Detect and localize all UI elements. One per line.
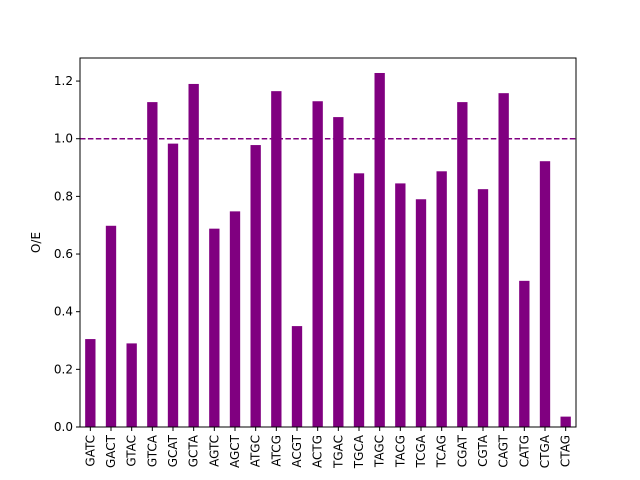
y-axis-label: O/E (29, 232, 43, 253)
bar-tacg (395, 183, 406, 427)
x-tick-label: GTCA (145, 434, 159, 467)
bar-gtca (147, 102, 158, 428)
x-tick-label: AGCT (228, 434, 242, 468)
bar-acgt (291, 326, 303, 427)
x-tick-label: ATCG (269, 435, 283, 467)
x-tick-label: CTGA (538, 434, 552, 468)
bar-agtc (209, 228, 220, 427)
bar-atgc (250, 145, 261, 427)
bar-cagt (498, 93, 509, 427)
bar-agct (229, 211, 241, 427)
bar-ctag (560, 416, 571, 427)
bar-actg (312, 101, 323, 427)
x-tick-label: AGTC (207, 435, 221, 467)
x-tick-label: ACTG (311, 435, 325, 468)
x-tick-label: TCGA (414, 434, 428, 468)
bar-tgca (353, 173, 365, 427)
x-tick-label: ACGT (290, 434, 304, 467)
x-tick-label: GACT (104, 434, 118, 468)
bar-ctga (539, 161, 551, 427)
x-axis: GATC GACT GTAC GTCA GCAT GCTA AGTC AGCT ATGC ATCG… (83, 427, 573, 469)
bars-group (85, 72, 571, 428)
x-tick-label: GCAT (166, 434, 180, 467)
y-tick-label: 1.2 (54, 74, 73, 88)
x-tick-label: TGCA (352, 434, 366, 469)
bar-tcga (415, 199, 427, 427)
x-tick-label: CGTA (476, 434, 490, 467)
x-tick-label: GCTA (187, 434, 201, 467)
bar-gatc (85, 339, 96, 427)
bar-gcta (188, 83, 199, 427)
x-tick-label: TAGC (373, 435, 387, 468)
bar-gtac (126, 343, 137, 427)
y-tick-label: 0.0 (54, 420, 73, 434)
bar-tagc (374, 72, 385, 427)
x-tick-label: GATC (83, 435, 97, 467)
x-tick-label: TCAG (435, 435, 449, 468)
bar-gact (105, 225, 117, 427)
bar-tcag (436, 171, 447, 427)
x-tick-label: CATG (517, 435, 531, 467)
bar-atcg (271, 91, 282, 427)
x-tick-label: CAGT (497, 434, 511, 467)
x-tick-label: CGAT (455, 434, 469, 467)
x-tick-label: TACG (393, 435, 407, 468)
x-tick-label: ATGC (249, 435, 263, 467)
x-tick-label: CTAG (559, 435, 573, 467)
plot-frame (79, 57, 577, 428)
y-tick-label: 0.6 (54, 247, 73, 261)
y-tick-label: 0.4 (54, 305, 73, 319)
bar-tgac (333, 117, 344, 427)
bar-cgat (457, 102, 468, 428)
bar-cgta (477, 189, 489, 427)
bar-catg (519, 280, 530, 427)
y-tick-label: 1.0 (54, 132, 73, 146)
bar-gcat (167, 143, 179, 427)
x-tick-label: TGAC (331, 435, 345, 469)
y-tick-label: 0.8 (54, 189, 73, 203)
y-tick-label: 0.2 (54, 362, 73, 376)
y-axis: 0.0 0.2 0.4 0.6 0.8 1.0 1.2 (54, 74, 80, 434)
x-tick-label: GTAC (125, 435, 139, 467)
